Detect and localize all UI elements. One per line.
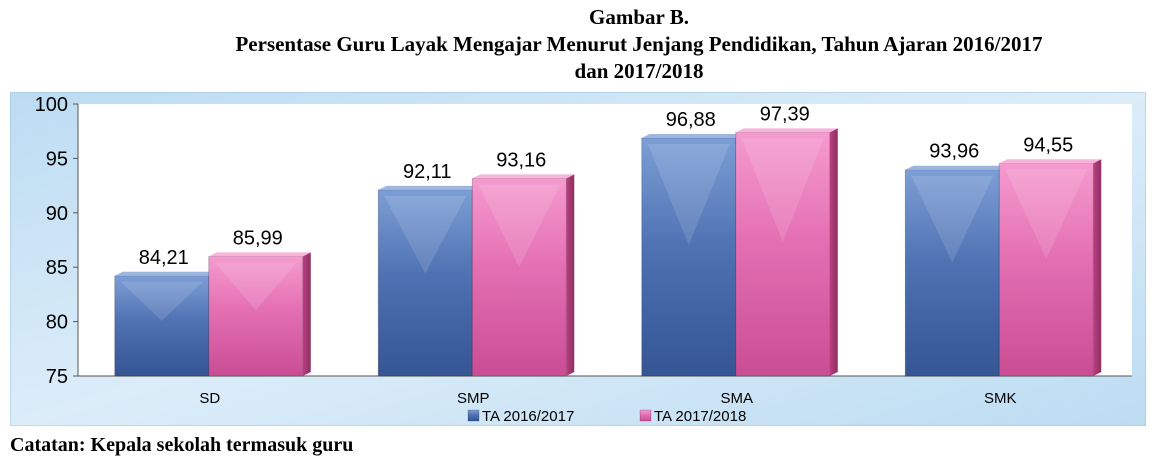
y-tick-label: 90	[46, 203, 68, 225]
series-1-bar-sma	[641, 133, 744, 377]
series-2-bar-smp	[471, 174, 575, 377]
y-tick-label: 75	[46, 366, 68, 388]
y-tick-label: 95	[46, 148, 68, 170]
y-tick-label: 100	[35, 94, 68, 116]
data-label: 93,96	[929, 141, 979, 163]
series-1-bar-sd	[114, 271, 217, 377]
chart-area: 75 80 85 90 95 100 84,21 85,99 SD 92,11 93,16 SMP 96…	[9, 91, 1147, 427]
x-tick-label: SMK	[984, 390, 1017, 407]
data-label: 84,21	[139, 247, 189, 269]
y-tick-label: 80	[46, 312, 68, 334]
y-tick-label: 85	[46, 257, 68, 279]
series-1-bar-smk	[904, 165, 1008, 377]
data-label: 96,88	[666, 109, 716, 131]
x-tick-label: SMP	[457, 390, 490, 407]
bar-chart: 75 80 85 90 95 100 84,21 85,99 SD 92,11 93,16 SMP 96…	[9, 91, 1147, 427]
x-tick-label: SD	[199, 390, 220, 407]
series-2-bar-smk	[998, 159, 1102, 377]
data-label: 97,39	[760, 103, 810, 125]
data-label: 94,55	[1023, 134, 1073, 156]
figure-label: Gambar B.	[589, 5, 689, 29]
legend-label-series-1: TA 2016/2017	[482, 408, 574, 425]
series-2-bar-sd	[208, 252, 311, 377]
legend-swatch-series-2	[639, 409, 652, 422]
series-1-bar-smp	[377, 185, 481, 377]
chart-note: Catatan: Kepala sekolah termasuk guru	[10, 434, 354, 456]
x-tick-label: SMA	[720, 390, 753, 407]
chart-title: Gambar B. Persentase Guru Layak Mengajar…	[0, 4, 1158, 85]
data-label: 92,11	[403, 161, 452, 183]
legend-swatch-series-1	[467, 409, 480, 422]
legend-label-series-2: TA 2017/2018	[654, 408, 746, 425]
title-line-1: Persentase Guru Layak Mengajar Menurut J…	[235, 32, 1043, 56]
data-label: 93,16	[496, 149, 546, 171]
series-2-bar-sma	[735, 128, 838, 377]
data-label: 85,99	[233, 227, 283, 249]
title-line-2: dan 2017/2018	[574, 59, 704, 83]
